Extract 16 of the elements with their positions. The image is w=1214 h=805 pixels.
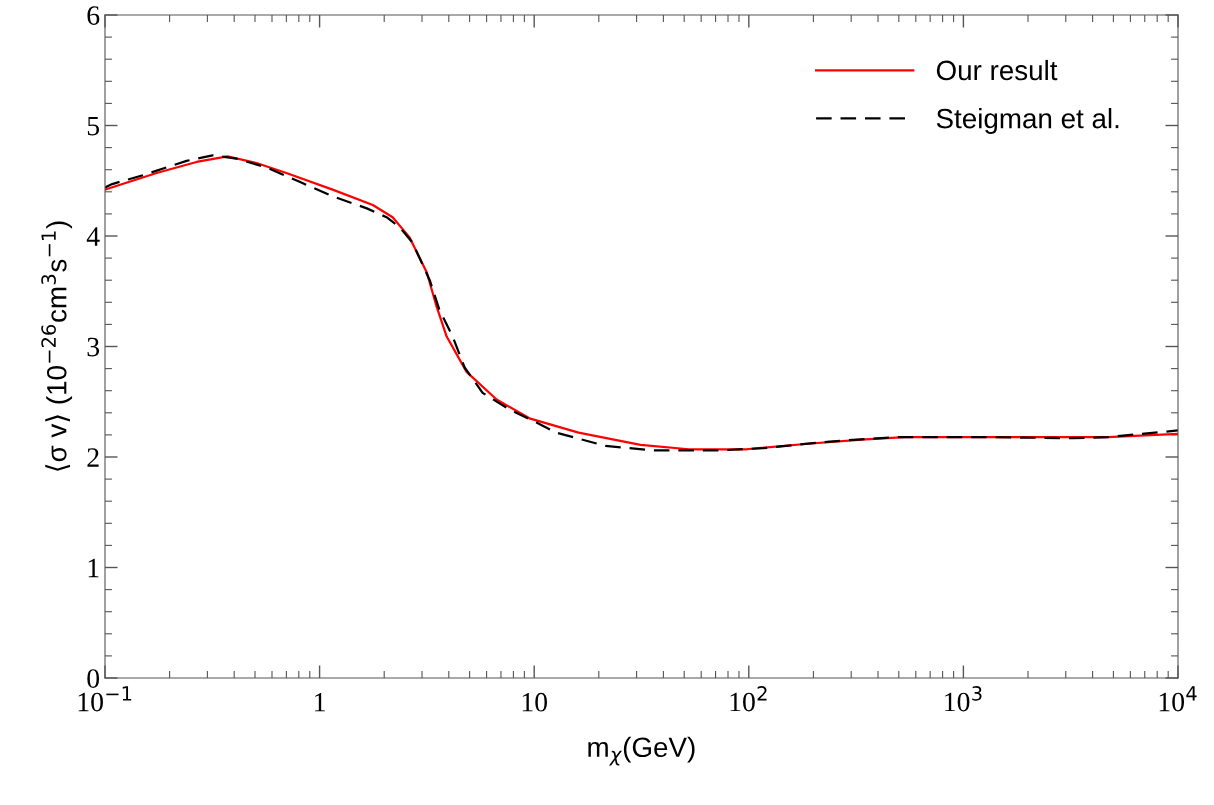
legend-label: Steigman et al.	[936, 108, 1119, 134]
x-tick-label: 10$^{2}$	[730, 686, 767, 712]
y-tick-label: 4	[86, 227, 100, 246]
y-tick-label: 2	[87, 448, 99, 467]
y-tick-label: 5	[87, 116, 100, 136]
y-tick-label: 6	[87, 6, 100, 25]
x-axis-title: m$_{χ}$(GeV)	[588, 736, 695, 766]
x-tick-label: 10	[522, 692, 548, 712]
y-axis-title: ⟨σ v⟩ (10$^{−26}$cm$^{3}$s$^{−1}$)	[41, 221, 73, 471]
x-tick-label: 10$^{3}$	[945, 686, 982, 712]
x-tick-label: 10$^{4}$	[1159, 686, 1197, 712]
y-tick-label: 0	[87, 669, 100, 688]
x-tick-label: 1	[315, 693, 325, 712]
y-tick-label: 3	[87, 337, 100, 357]
legend-label: Our result	[936, 59, 1058, 81]
y-tick-label: 1	[88, 558, 99, 578]
